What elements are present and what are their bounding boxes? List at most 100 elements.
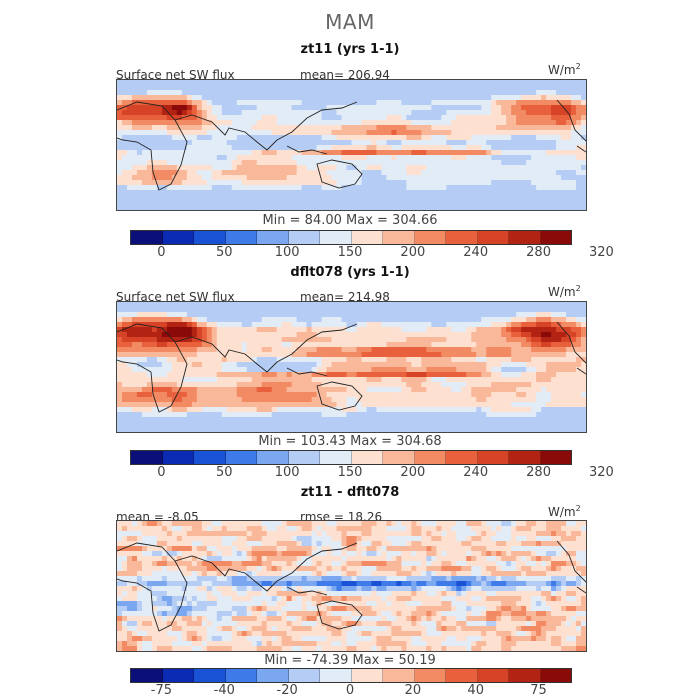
heatmap-cell: [566, 362, 572, 368]
heatmap-cell: [346, 382, 353, 388]
heatmap-cell: [331, 347, 338, 353]
heatmap-cell: [501, 155, 507, 161]
heatmap-cell: [201, 80, 208, 86]
heatmap-cell: [401, 307, 407, 313]
heatmap-cell: [501, 362, 507, 368]
heatmap-cell: [536, 362, 542, 368]
heatmap-cell: [341, 95, 348, 101]
heatmap-cell: [466, 377, 472, 383]
heatmap-cell: [531, 140, 537, 146]
heatmap-cell: [121, 387, 128, 393]
heatmap-cell: [516, 347, 522, 353]
heatmap-cell: [371, 195, 378, 201]
heatmap-cell: [256, 85, 263, 91]
heatmap-cell: [531, 352, 537, 358]
heatmap-cell: [481, 185, 487, 191]
heatmap-cell: [406, 387, 412, 393]
heatmap-cell: [521, 327, 527, 333]
heatmap-cell: [276, 175, 283, 181]
heatmap-cell: [356, 352, 363, 358]
heatmap-cell: [151, 352, 158, 358]
heatmap-cell: [117, 155, 123, 161]
heatmap-cell: [551, 307, 557, 313]
heatmap-cell: [466, 342, 472, 348]
heatmap-cell: [466, 327, 472, 333]
heatmap-cell: [306, 347, 313, 353]
heatmap-cell: [486, 302, 492, 308]
heatmap-cell: [371, 140, 378, 146]
heatmap-cell: [536, 372, 542, 378]
heatmap-cell: [436, 422, 442, 428]
heatmap-cell: [446, 165, 452, 171]
heatmap-cell: [256, 150, 263, 156]
heatmap-cell: [366, 307, 373, 313]
heatmap-cell: [146, 392, 153, 398]
heatmap-cell: [371, 150, 378, 156]
heatmap-cell: [161, 521, 168, 527]
heatmap-cell: [221, 327, 228, 333]
heatmap-cell: [336, 130, 343, 136]
coastline: [286, 367, 328, 377]
heatmap-cell: [551, 150, 557, 156]
heatmap-cell: [306, 80, 313, 86]
heatmap-cell: [416, 427, 422, 432]
heatmap-cell: [181, 80, 188, 86]
heatmap-cell: [146, 140, 153, 146]
heatmap-cell: [236, 115, 243, 121]
heatmap-cell: [286, 422, 293, 428]
heatmap-cell: [341, 110, 348, 116]
heatmap-cell: [231, 140, 238, 146]
coastline: [316, 159, 363, 189]
heatmap-cell: [471, 190, 477, 196]
heatmap-cell: [546, 190, 552, 196]
heatmap-cell: [261, 402, 268, 408]
heatmap-cell: [266, 332, 273, 338]
heatmap-cell: [561, 382, 567, 388]
heatmap-cell: [391, 322, 397, 328]
heatmap-cell: [336, 205, 343, 210]
heatmap-cell: [511, 195, 517, 201]
heatmap-cell: [541, 145, 547, 151]
heatmap-cell: [196, 327, 203, 333]
heatmap-cell: [476, 130, 482, 136]
heatmap-cell: [241, 200, 248, 206]
heatmap-cell: [206, 120, 213, 126]
heatmap-cell: [196, 342, 203, 348]
heatmap-cell: [356, 90, 363, 96]
heatmap-cell: [526, 372, 532, 378]
heatmap-cell: [306, 382, 313, 388]
heatmap-cell: [281, 200, 288, 206]
heatmap-cell: [411, 140, 417, 146]
heatmap-cell: [276, 322, 283, 328]
heatmap-cell: [126, 185, 133, 191]
heatmap-cell: [236, 155, 243, 161]
heatmap-cell: [126, 205, 133, 210]
heatmap-cell: [366, 372, 373, 378]
heatmap-cell: [396, 205, 402, 210]
heatmap-cell: [486, 342, 492, 348]
heatmap-cell: [146, 135, 153, 141]
heatmap-cell: [506, 90, 512, 96]
heatmap-cell: [531, 337, 537, 343]
heatmap-cell: [366, 80, 373, 86]
heatmap-cell: [166, 387, 173, 393]
heatmap-cell: [296, 397, 303, 403]
heatmap-cell: [216, 150, 223, 156]
heatmap-cell: [386, 312, 393, 318]
heatmap-cell: [161, 352, 168, 358]
heatmap-cell: [351, 347, 358, 353]
heatmap-cell: [486, 135, 492, 141]
heatmap-cell: [236, 200, 243, 206]
heatmap-cell: [176, 140, 183, 146]
heatmap-cell: [206, 170, 213, 176]
heatmap-cell: [321, 397, 328, 403]
heatmap-cell: [456, 125, 462, 131]
heatmap-cell: [386, 150, 393, 156]
heatmap-cell: [386, 155, 393, 161]
heatmap-cell: [361, 412, 368, 418]
coastline: [576, 145, 586, 153]
heatmap-cell: [226, 382, 233, 388]
heatmap-cell: [241, 387, 248, 393]
heatmap-cell: [221, 175, 228, 181]
heatmap-cell: [391, 200, 397, 206]
